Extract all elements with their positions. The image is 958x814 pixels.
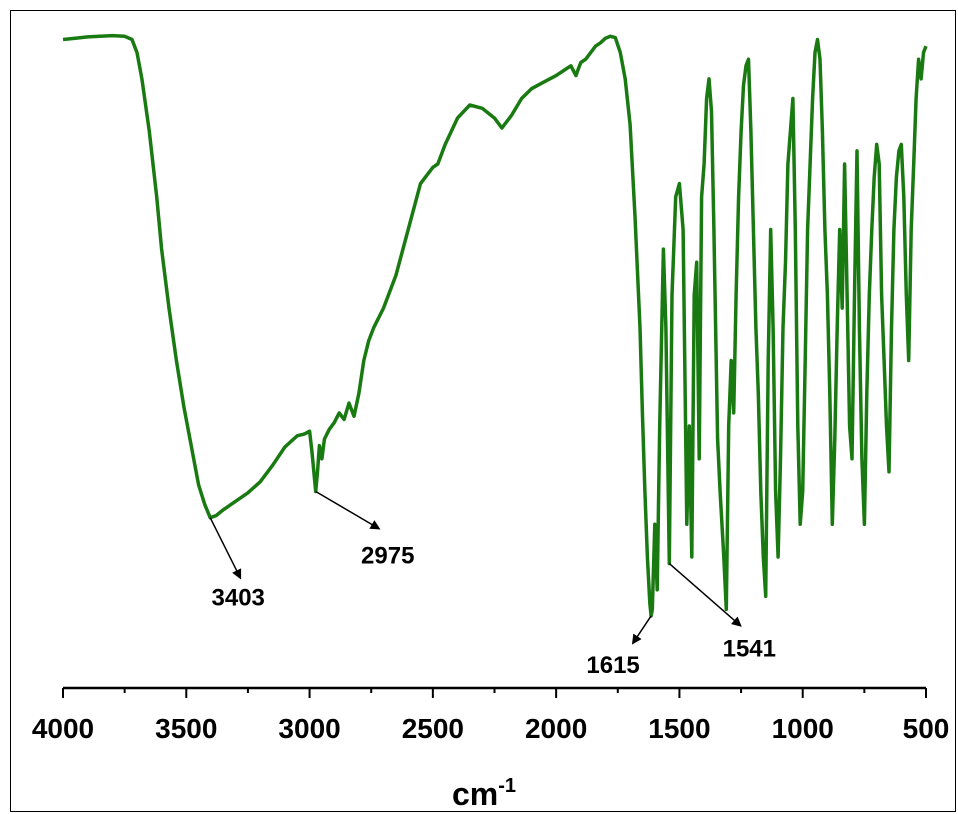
annotation-arrow	[631, 615, 652, 645]
x-ticks: 4000 3500 3000 2500 2000 1500 1000 500	[32, 688, 950, 744]
spectrum-line	[62, 33, 928, 618]
annotation-label: 1541	[723, 636, 776, 663]
annotation-label: 1615	[586, 652, 639, 679]
x-tick-label: 3500	[155, 713, 217, 744]
x-tick-label: 4000	[32, 713, 94, 744]
x-tick-label: 3000	[278, 713, 340, 744]
x-axis-label-text: cm	[452, 776, 498, 812]
annotation-label: 2975	[361, 543, 414, 570]
x-tick-label: 1500	[648, 713, 710, 744]
x-axis-label: cm-1	[452, 775, 516, 812]
annotations: 3403 2975 1615 1541	[209, 490, 776, 679]
x-tick-label: 1000	[772, 713, 834, 744]
x-tick-label: 2500	[402, 713, 464, 744]
x-tick-label: 500	[903, 713, 950, 744]
x-tick-label: 2000	[525, 713, 587, 744]
annotation-arrow	[668, 562, 742, 627]
series-group	[62, 33, 928, 618]
annotation-arrow	[315, 490, 381, 530]
x-axis-label-superscript: -1	[498, 775, 516, 797]
annotation-label: 3403	[212, 585, 265, 612]
plot-frame	[10, 10, 956, 812]
annotation-arrow	[209, 517, 242, 580]
